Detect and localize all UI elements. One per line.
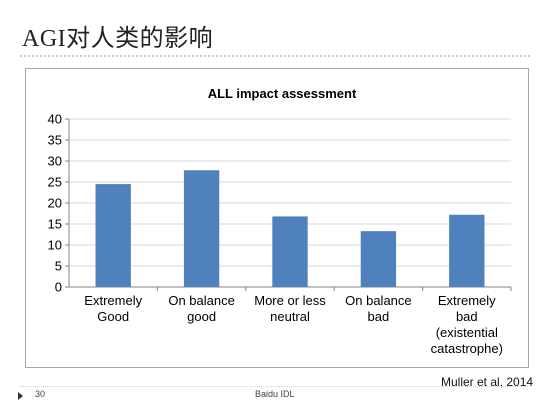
bars <box>95 170 485 287</box>
citation: Muller et al, 2014 <box>441 375 534 389</box>
footer-arrow-icon <box>18 392 23 400</box>
y-tick-label: 15 <box>48 217 62 232</box>
chart-container: ALL impact assessment 0 5 10 15 20 25 30 35 40 E… <box>25 68 529 368</box>
y-tick-label: 0 <box>55 280 62 295</box>
category-labels: Extremely Good On balance good More or less n… <box>84 293 503 356</box>
bar-chart: ALL impact assessment 0 5 10 15 20 25 30 35 40 E… <box>48 86 512 356</box>
y-tick-label: 5 <box>55 259 62 274</box>
page-number: 30 <box>35 389 46 399</box>
category-label: More or less neutral <box>254 293 326 324</box>
y-tick-label: 40 <box>48 112 62 127</box>
bar <box>95 184 131 287</box>
bar <box>449 214 485 287</box>
category-label: Extremely bad (existential catastrophe) <box>431 293 503 356</box>
y-tick-label: 25 <box>48 175 62 190</box>
y-tick-label: 30 <box>48 154 62 169</box>
category-label: Extremely Good <box>84 293 142 324</box>
y-tick-label: 10 <box>48 238 62 253</box>
category-label: On balance bad <box>345 293 412 324</box>
axes: 0 5 10 15 20 25 30 35 40 <box>48 112 512 295</box>
footer-divider <box>20 386 530 387</box>
footer-label: Baidu IDL <box>255 389 295 399</box>
y-tick-label: 35 <box>48 133 62 148</box>
bar <box>272 216 308 287</box>
category-label: On balance good <box>168 293 235 324</box>
bar <box>360 231 397 287</box>
title-divider <box>20 55 530 57</box>
y-tick-label: 20 <box>48 196 62 211</box>
bar <box>183 170 220 287</box>
chart-title: ALL impact assessment <box>208 86 357 101</box>
slide-title: AGI对人类的影响 <box>22 26 214 52</box>
